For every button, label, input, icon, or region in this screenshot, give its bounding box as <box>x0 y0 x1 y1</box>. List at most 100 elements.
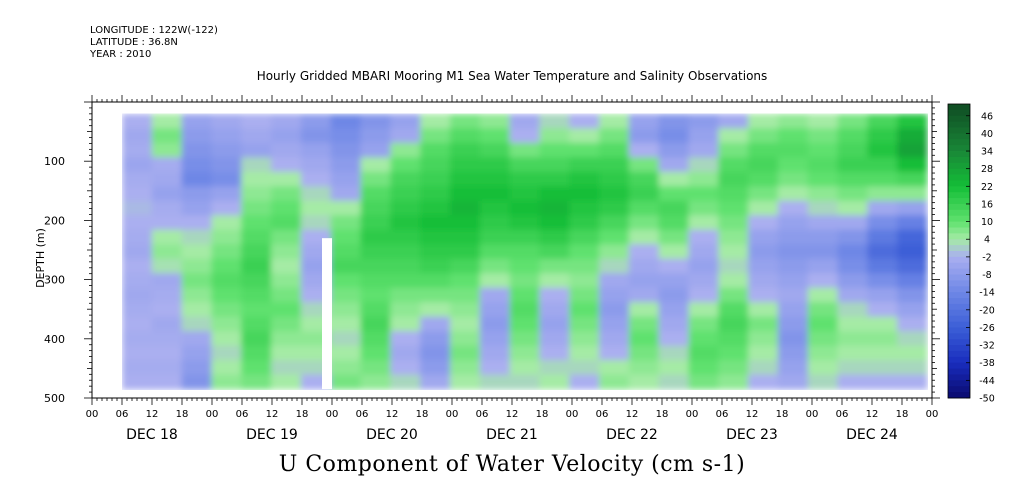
heatmap-cell <box>420 287 451 303</box>
heatmap-cell <box>390 273 421 289</box>
heatmap-cell <box>479 273 511 289</box>
heatmap-cell <box>300 113 332 129</box>
heatmap-cell <box>807 215 839 231</box>
heatmap-cell <box>569 273 600 289</box>
colorbar-label: 22 <box>981 182 993 193</box>
heatmap-cell <box>807 360 839 376</box>
x-tick-label: 18 <box>656 409 669 420</box>
heatmap-cell <box>360 302 391 318</box>
heatmap-cell <box>449 229 481 245</box>
heatmap-cell <box>539 142 570 158</box>
colorbar-swatch <box>948 303 970 311</box>
heatmap-cell <box>569 302 600 318</box>
heatmap-cell <box>897 157 928 173</box>
heatmap-cell <box>211 331 242 347</box>
heatmap-cell <box>271 287 302 303</box>
heatmap-cell <box>807 157 839 173</box>
colorbar-swatch <box>948 192 970 199</box>
colorbar-swatch <box>948 298 970 305</box>
colorbar-swatch <box>948 151 970 158</box>
heatmap-cell <box>360 215 391 231</box>
heatmap-cell <box>271 273 302 289</box>
heatmap-cell <box>688 186 719 202</box>
heatmap-cell <box>390 128 421 144</box>
heatmap-cell <box>748 186 779 202</box>
heatmap-cell <box>390 374 421 390</box>
heatmap-cell <box>688 128 719 144</box>
heatmap-cell <box>420 244 451 260</box>
heatmap-cell <box>867 302 898 318</box>
heatmap-cell <box>748 171 779 187</box>
heatmap-cell <box>569 374 600 390</box>
x-tick-label: 18 <box>416 409 429 420</box>
heatmap-cell <box>897 287 928 303</box>
heatmap-cell <box>271 128 302 144</box>
heatmap-cell <box>360 128 391 144</box>
data-gap <box>322 238 332 390</box>
heatmap-cell <box>748 345 779 361</box>
heatmap-cell <box>241 345 272 361</box>
heatmap-cell <box>539 157 570 173</box>
heatmap-cell <box>867 215 898 231</box>
x-tick-label: 18 <box>776 409 789 420</box>
colorbar-swatch <box>948 327 970 334</box>
heatmap-cell <box>271 258 302 274</box>
heatmap-cell <box>330 113 362 129</box>
x-day-label: DEC 21 <box>486 427 538 443</box>
heatmap-cell <box>330 374 362 390</box>
heatmap-cell <box>569 331 600 347</box>
heatmap-cell <box>181 171 213 187</box>
heatmap-cell <box>300 128 332 144</box>
colorbar-swatch <box>948 245 970 252</box>
x-tick-label: 00 <box>806 409 819 420</box>
heatmap-cell <box>449 142 481 158</box>
heatmap-cell <box>539 287 570 303</box>
colorbar-swatch <box>948 115 970 123</box>
heatmap-cell <box>837 360 868 376</box>
latitude-label: LATITUDE : 36.8N <box>90 37 178 48</box>
heatmap-cell <box>449 374 481 390</box>
colorbar-frame <box>947 103 971 399</box>
heatmap-cell <box>211 128 242 144</box>
heatmap-cell <box>241 200 272 216</box>
heatmap-cell <box>837 200 868 216</box>
x-tick-label: 00 <box>686 409 699 420</box>
x-tick-label: 18 <box>896 409 909 420</box>
x-tick-label: 12 <box>746 409 759 420</box>
heatmap-cell <box>330 200 362 216</box>
heatmap-cell <box>449 345 481 361</box>
colorbar-swatch <box>948 345 970 352</box>
x-tick-label: 00 <box>326 409 339 420</box>
heatmap-cell <box>271 360 302 376</box>
heatmap-cell <box>420 113 451 129</box>
colorbar-swatch <box>948 256 970 264</box>
y-axis-label: DEPTH (m) <box>34 228 47 288</box>
heatmap-cell <box>122 113 153 129</box>
heatmap-cell <box>390 287 421 303</box>
heatmap-cell <box>539 345 570 361</box>
heatmap-cell <box>449 128 481 144</box>
heatmap-cell <box>897 345 928 361</box>
heatmap-cell <box>748 360 779 376</box>
heatmap-cell <box>241 331 272 347</box>
heatmap-cell <box>509 142 541 158</box>
heatmap-cell <box>688 287 719 303</box>
heatmap-cell <box>658 244 690 260</box>
heatmap-cell <box>897 128 928 144</box>
x-tick-label: 00 <box>566 409 579 420</box>
colorbar-swatch <box>948 227 970 234</box>
x-tick-label: 00 <box>446 409 459 420</box>
heatmap-cell <box>151 157 183 173</box>
heatmap-cell <box>122 258 153 274</box>
colorbar-swatch <box>948 186 970 193</box>
heatmap-cell <box>509 287 541 303</box>
heatmap-cell <box>479 142 511 158</box>
heatmap-cell <box>777 258 809 274</box>
heatmap-cell <box>718 244 749 260</box>
colorbar-swatch <box>948 104 970 111</box>
x-tick-label: 00 <box>926 409 939 420</box>
heatmap-cell <box>897 200 928 216</box>
colorbar-swatch <box>948 380 970 387</box>
heatmap-cell <box>390 229 421 245</box>
heatmap-cell <box>479 244 511 260</box>
